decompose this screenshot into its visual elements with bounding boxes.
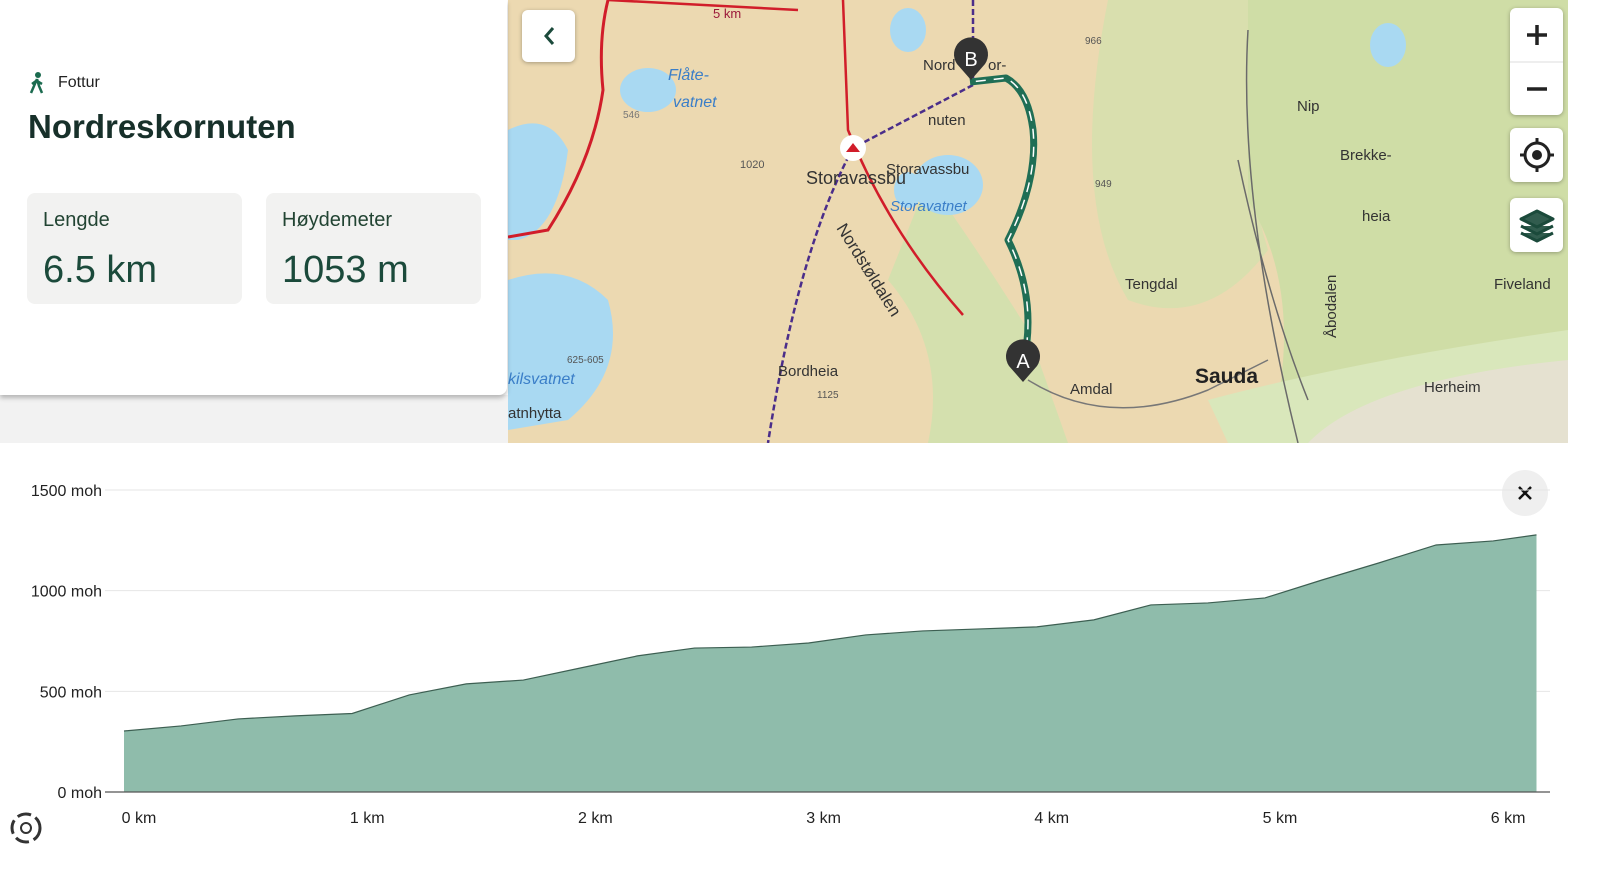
marker-label: A	[1016, 351, 1030, 373]
elevation-line	[123, 534, 1537, 732]
map-label: Storavatnet	[890, 198, 968, 215]
activity: Fottur	[28, 72, 100, 94]
map-label: kilsvatnet	[508, 371, 575, 388]
x-tick-label: 5 km	[1263, 810, 1298, 827]
logo	[10, 812, 42, 844]
route-title: Nordreskornuten	[28, 108, 296, 145]
map-label: 966	[1085, 36, 1102, 47]
y-tick-label: 1000 moh	[31, 584, 102, 601]
x-tick-label: 3 km	[806, 810, 841, 827]
path	[766, 83, 974, 443]
forest	[1092, 0, 1268, 309]
elevation-area	[124, 534, 1537, 792]
map-label: or-	[988, 57, 1006, 74]
map-label: Tengdal	[1125, 276, 1178, 293]
layers-button[interactable]	[1510, 198, 1563, 252]
lake	[890, 8, 926, 52]
stat-label: Høydemeter	[282, 209, 393, 231]
map-label: 625-605	[567, 355, 604, 366]
map-label: Bordheia	[778, 363, 839, 380]
stat-card: Høydemeter 1053 m	[266, 193, 481, 304]
activity-label: Fottur	[58, 74, 100, 91]
map[interactable]: A B 5 kmFlåte-vatnet5461020StoravassbuSt…	[508, 0, 1568, 443]
road	[1027, 359, 1269, 409]
stat-value: 1053 m	[282, 249, 409, 291]
y-tick-label: 1500 moh	[31, 483, 102, 500]
info-panel: Fottur Nordreskornuten Lengde 6.5 km Høyd…	[0, 0, 507, 395]
lake	[508, 123, 568, 240]
town	[1308, 360, 1568, 443]
map-label: atnhytta	[508, 405, 562, 422]
hut	[840, 135, 866, 161]
road	[1237, 29, 1309, 443]
y-tick-label: 500 moh	[40, 684, 102, 701]
x-tick-label: 6 km	[1491, 810, 1526, 827]
map-label: Herheim	[1424, 379, 1481, 396]
close-button[interactable]	[1502, 470, 1548, 516]
map-label: 1020	[740, 159, 764, 171]
lake	[1370, 23, 1406, 67]
y-tick-label: 0 moh	[58, 785, 102, 802]
marker-label: B	[964, 49, 977, 71]
x-tick-label: 4 km	[1034, 810, 1069, 827]
elevation-chart: 0 moh 500 moh 1000 moh 1500 moh 0 km 1 km 2 km…	[0, 443, 1600, 871]
trail	[508, 0, 610, 239]
route-center	[969, 77, 1035, 366]
stat-label: Lengde	[43, 209, 110, 231]
lake	[913, 155, 983, 215]
map-label: heia	[1362, 208, 1391, 225]
x-tick-label: 2 km	[578, 810, 613, 827]
map-label: 949	[1095, 179, 1112, 190]
stat-card: Lengde 6.5 km	[27, 193, 242, 304]
x-tick-label: 1 km	[350, 810, 385, 827]
marker-a: A	[1006, 339, 1040, 382]
stat-value: 6.5 km	[43, 249, 158, 291]
map-label: vatnet	[673, 94, 717, 111]
backdrop	[0, 395, 508, 443]
lake	[508, 273, 613, 430]
map-label: 1125	[817, 390, 839, 401]
marker-b: B	[954, 37, 988, 80]
map-label: 5 km	[713, 6, 741, 21]
map-label: Åbodalen	[1323, 275, 1340, 338]
forest	[1248, 0, 1568, 443]
map-label: Flåte-	[668, 66, 709, 84]
map-label: Nip	[1297, 98, 1320, 115]
map-label: Storavassbu	[886, 161, 969, 178]
map-label: Storavassbu	[806, 168, 906, 188]
lake	[620, 68, 676, 112]
map-label: Sauda	[1195, 365, 1258, 388]
map-label: 546	[623, 110, 640, 121]
x-tick-label: 0 km	[122, 810, 157, 827]
zoom-controls[interactable]	[1510, 8, 1563, 115]
back-button[interactable]	[522, 10, 575, 62]
map-label: Nord	[923, 57, 956, 74]
map-label: Fiveland	[1494, 276, 1551, 293]
map-label: Amdal	[1070, 381, 1113, 398]
locate-button[interactable]	[1510, 128, 1563, 182]
map-label: nuten	[928, 112, 966, 129]
map-label: Brekke-	[1340, 147, 1392, 164]
